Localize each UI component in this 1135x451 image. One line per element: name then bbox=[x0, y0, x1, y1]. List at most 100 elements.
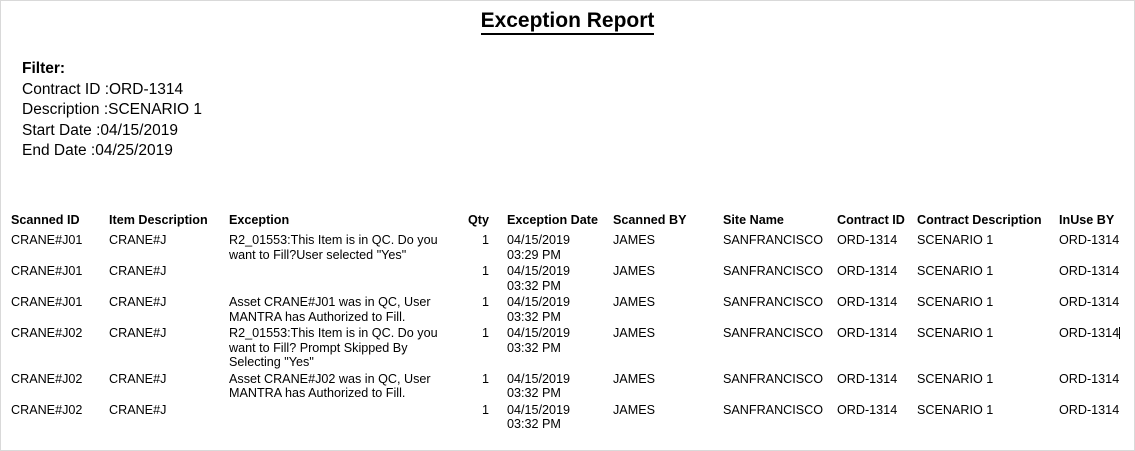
filter-description: Description :SCENARIO 1 bbox=[22, 101, 203, 118]
exception-time-value: 03:29 PM bbox=[507, 247, 561, 262]
cell-exception-date: 04/15/2019 03:32 PM bbox=[489, 371, 613, 402]
cell-contract-id: ORD-1314 bbox=[837, 264, 898, 278]
exception-date-value: 04/15/2019 bbox=[507, 402, 571, 417]
exception-time-value: 03:32 PM bbox=[507, 417, 561, 431]
cell-item-description: CRANE#J bbox=[109, 264, 167, 278]
cell-qty: 1 bbox=[481, 371, 489, 386]
cell-exception-date: 04/15/2019 03:32 PM bbox=[489, 294, 613, 325]
exception-date-value: 04/15/2019 bbox=[507, 233, 571, 247]
header-inuse-by: InUse BY bbox=[1059, 213, 1115, 227]
cell-contract-description: SCENARIO 1 bbox=[917, 295, 994, 309]
header-contract-description: Contract Description bbox=[917, 213, 1042, 227]
cell-exception: Asset CRANE#J01 was in QC, User MANTRA h… bbox=[229, 295, 431, 324]
cell-exception: R2_01553:This Item is in QC. Do you want… bbox=[229, 326, 438, 369]
cell-exception-date: 04/15/2019 03:32 PM bbox=[489, 263, 613, 294]
cell-scanned-by: JAMES bbox=[613, 233, 655, 247]
cell-exception: R2_01553:This Item is in QC. Do you want… bbox=[229, 233, 438, 262]
cell-exception-date: 04/15/2019 03:32 PM bbox=[489, 325, 613, 371]
cell-item-description: CRANE#J bbox=[109, 402, 167, 417]
cell-site-name: SANFRANCISCO bbox=[723, 371, 824, 386]
cell-qty: 1 bbox=[481, 233, 489, 247]
cell-item-description: CRANE#J bbox=[109, 371, 167, 386]
header-scanned-by: Scanned BY bbox=[613, 213, 687, 227]
cell-scanned-by: JAMES bbox=[613, 295, 655, 309]
page-title: Exception Report bbox=[1, 9, 1134, 35]
cell-site-name: SANFRANCISCO bbox=[723, 326, 824, 340]
filter-contract-id: Contract ID :ORD-1314 bbox=[22, 80, 184, 98]
cell-contract-id: ORD-1314 bbox=[837, 295, 898, 309]
cell-qty: 1 bbox=[481, 326, 489, 340]
filter-start-date: Start Date :04/15/2019 bbox=[22, 121, 178, 139]
exception-date-value: 04/15/2019 bbox=[507, 264, 571, 278]
exception-table: Scanned ID Item Description Exception Qt… bbox=[1, 213, 1134, 433]
cell-exception bbox=[229, 402, 461, 433]
exception-time-value: 03:32 PM bbox=[507, 278, 561, 293]
cell-item-description: CRANE#J bbox=[109, 326, 167, 340]
cell-site-name: SANFRANCISCO bbox=[723, 402, 824, 417]
table-row: CRANE#J02 CRANE#J R2_01553:This Item is in… bbox=[1, 325, 1134, 371]
cell-site-name: SANFRANCISCO bbox=[723, 295, 824, 309]
cell-contract-description: SCENARIO 1 bbox=[917, 326, 994, 340]
cell-contract-id: ORD-1314 bbox=[837, 402, 898, 417]
cell-scanned-id: CRANE#J02 bbox=[11, 371, 83, 386]
exception-date-value: 04/15/2019 bbox=[507, 326, 571, 340]
cell-contract-id: ORD-1314 bbox=[837, 326, 898, 340]
header-exception-date: Exception Date bbox=[507, 213, 598, 227]
cell-contract-description: SCENARIO 1 bbox=[917, 233, 994, 247]
text-cursor-caret bbox=[1119, 327, 1121, 339]
exception-time-value: 03:32 PM bbox=[507, 386, 561, 400]
cell-inuse-by: ORD-1314 bbox=[1059, 295, 1120, 309]
table-row: CRANE#J01 CRANE#J Asset CRANE#J01 was in Q… bbox=[1, 294, 1134, 325]
filter-end-date: End Date :04/25/2019 bbox=[22, 142, 173, 159]
cell-qty: 1 bbox=[481, 295, 489, 309]
header-site-name: Site Name bbox=[723, 213, 784, 227]
table-row: CRANE#J02 CRANE#J 1 04/15/2019 03:32 PM JAME… bbox=[1, 402, 1134, 433]
header-contract-id: Contract ID bbox=[837, 213, 905, 227]
cell-exception bbox=[229, 263, 461, 294]
cell-inuse-by: ORD-1314 bbox=[1059, 326, 1121, 340]
exception-date-value: 04/15/2019 bbox=[507, 295, 571, 309]
cell-scanned-id: CRANE#J02 bbox=[11, 326, 83, 340]
cell-exception-date: 04/15/2019 03:29 PM bbox=[489, 232, 613, 263]
exception-time-value: 03:32 PM bbox=[507, 340, 561, 355]
cell-scanned-by: JAMES bbox=[613, 402, 655, 417]
table-row: CRANE#J01 CRANE#J R2_01553:This Item is in… bbox=[1, 232, 1134, 263]
cell-contract-description: SCENARIO 1 bbox=[917, 264, 994, 278]
table-body: CRANE#J01 CRANE#J R2_01553:This Item is in… bbox=[1, 232, 1134, 433]
filter-section: Filter: Contract ID :ORD-1314 Descriptio… bbox=[22, 59, 202, 162]
cell-item-description: CRANE#J bbox=[109, 295, 167, 309]
cell-inuse-by: ORD-1314 bbox=[1059, 264, 1120, 278]
exception-time-value: 03:32 PM bbox=[507, 309, 561, 324]
cell-scanned-id: CRANE#J01 bbox=[11, 233, 83, 247]
cell-site-name: SANFRANCISCO bbox=[723, 264, 824, 278]
exception-date-value: 04/15/2019 bbox=[507, 371, 571, 386]
table-row: CRANE#J02 CRANE#J Asset CRANE#J02 was in Q… bbox=[1, 371, 1134, 402]
cell-exception-date: 04/15/2019 03:32 PM bbox=[489, 402, 613, 433]
cell-qty: 1 bbox=[481, 264, 489, 278]
table-header-row: Scanned ID Item Description Exception Qt… bbox=[1, 213, 1134, 232]
cell-inuse-by: ORD-1314 bbox=[1059, 233, 1120, 247]
cell-qty: 1 bbox=[481, 402, 489, 417]
cell-contract-id: ORD-1314 bbox=[837, 371, 898, 386]
header-qty: Qty bbox=[468, 213, 489, 227]
cell-scanned-id: CRANE#J01 bbox=[11, 264, 83, 278]
cell-inuse-by: ORD-1314 bbox=[1059, 371, 1120, 386]
page-title-text: Exception Report bbox=[480, 9, 655, 35]
cell-scanned-id: CRANE#J02 bbox=[11, 402, 83, 417]
cell-exception: Asset CRANE#J02 was in QC, User MANTRA h… bbox=[229, 371, 431, 401]
cell-scanned-by: JAMES bbox=[613, 326, 655, 340]
cell-scanned-by: JAMES bbox=[613, 264, 655, 278]
table-row: CRANE#J01 CRANE#J 1 04/15/2019 03:32 PM JAME… bbox=[1, 263, 1134, 294]
header-item-description: Item Description bbox=[109, 213, 208, 227]
cell-scanned-by: JAMES bbox=[613, 371, 655, 386]
cell-item-description: CRANE#J bbox=[109, 233, 167, 247]
cell-contract-description: SCENARIO 1 bbox=[917, 402, 994, 417]
cell-inuse-by: ORD-1314 bbox=[1059, 402, 1120, 417]
header-scanned-id: Scanned ID bbox=[11, 213, 80, 227]
header-exception: Exception bbox=[229, 213, 290, 227]
cell-contract-id: ORD-1314 bbox=[837, 233, 898, 247]
table-header: Scanned ID Item Description Exception Qt… bbox=[1, 213, 1134, 232]
cell-scanned-id: CRANE#J01 bbox=[11, 295, 83, 309]
filter-heading: Filter: bbox=[22, 60, 66, 77]
